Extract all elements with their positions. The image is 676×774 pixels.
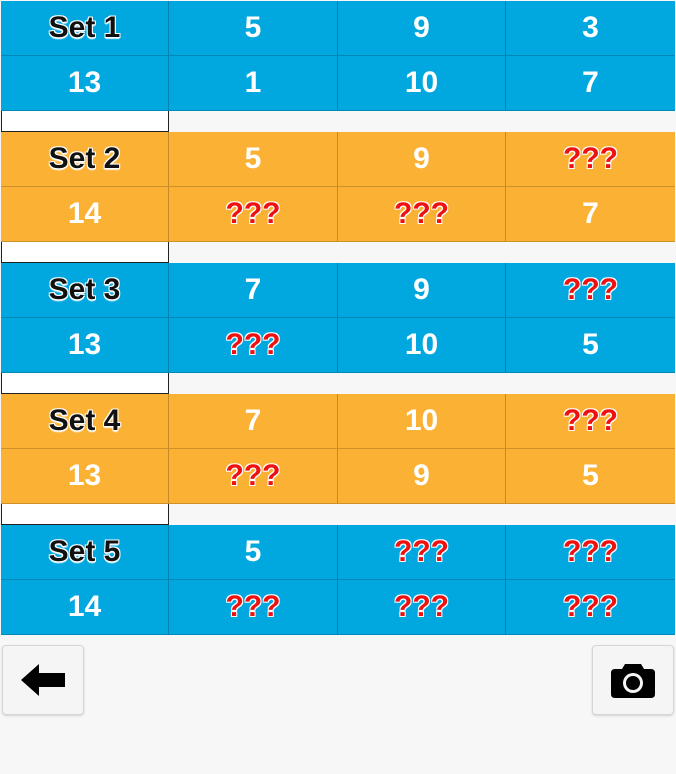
value-cell: 10 (338, 394, 506, 449)
unknown-value-cell: ??? (338, 580, 506, 635)
value-cell: 7 (169, 263, 338, 318)
unknown-value-cell: ??? (506, 132, 675, 187)
set-row: 13??? 10 5 (1, 318, 675, 373)
value-cell: 7 (169, 394, 338, 449)
back-button[interactable] (2, 645, 84, 715)
unknown-value-cell: ??? (169, 318, 338, 373)
set-row: 14????????? (1, 580, 675, 635)
unknown-value-cell: ??? (169, 580, 338, 635)
set-block-3: Set 3 7 9??? 13??? 10 5 (1, 263, 675, 373)
set-label: Set 1 (1, 1, 169, 56)
set-row: Set 4 7 10??? (1, 394, 675, 449)
unknown-value-cell: ??? (506, 580, 675, 635)
value-cell: 5 (169, 525, 338, 580)
set-label: Set 5 (1, 525, 169, 580)
value-cell: 10 (338, 56, 506, 111)
set-row: 13??? 9 5 (1, 449, 675, 504)
set-row: 13 1 10 7 (1, 56, 675, 111)
set-label: Set 4 (1, 394, 169, 449)
separator-box (1, 242, 169, 263)
value-cell: 14 (1, 580, 169, 635)
set-block-5: Set 5 5?????? 14????????? (1, 525, 675, 635)
value-cell: 9 (338, 263, 506, 318)
unknown-value-cell: ??? (506, 263, 675, 318)
value-cell: 7 (506, 56, 675, 111)
value-cell: 5 (169, 132, 338, 187)
set-row: Set 5 5?????? (1, 525, 675, 580)
set-separator (1, 373, 675, 394)
value-cell: 9 (338, 1, 506, 56)
unknown-value-cell: ??? (338, 187, 506, 242)
set-block-1: Set 1 5 9 3 13 1 10 7 (1, 1, 675, 111)
unknown-value-cell: ??? (169, 449, 338, 504)
value-cell: 13 (1, 449, 169, 504)
set-separator (1, 111, 675, 132)
value-cell: 13 (1, 318, 169, 373)
separator-box (1, 504, 169, 525)
set-row: 14?????? 7 (1, 187, 675, 242)
value-cell: 14 (1, 187, 169, 242)
arrow-left-icon (21, 664, 65, 696)
camera-button[interactable] (592, 645, 674, 715)
value-cell: 3 (506, 1, 675, 56)
camera-icon (611, 664, 655, 698)
unknown-value-cell: ??? (338, 525, 506, 580)
set-block-4: Set 4 7 10??? 13??? 9 5 (1, 394, 675, 504)
set-separator (1, 242, 675, 263)
value-cell: 7 (506, 187, 675, 242)
set-separator (1, 504, 675, 525)
value-cell: 5 (506, 449, 675, 504)
set-block-2: Set 2 5 9??? 14?????? 7 (1, 132, 675, 242)
unknown-value-cell: ??? (506, 394, 675, 449)
unknown-value-cell: ??? (169, 187, 338, 242)
set-label: Set 2 (1, 132, 169, 187)
separator-box (1, 111, 169, 132)
separator-box (1, 373, 169, 394)
value-cell: 13 (1, 56, 169, 111)
set-row: Set 3 7 9??? (1, 263, 675, 318)
value-cell: 10 (338, 318, 506, 373)
set-label: Set 3 (1, 263, 169, 318)
set-row: Set 2 5 9??? (1, 132, 675, 187)
value-cell: 5 (169, 1, 338, 56)
value-cell: 9 (338, 449, 506, 504)
value-cell: 9 (338, 132, 506, 187)
unknown-value-cell: ??? (506, 525, 675, 580)
value-cell: 5 (506, 318, 675, 373)
value-cell: 1 (169, 56, 338, 111)
